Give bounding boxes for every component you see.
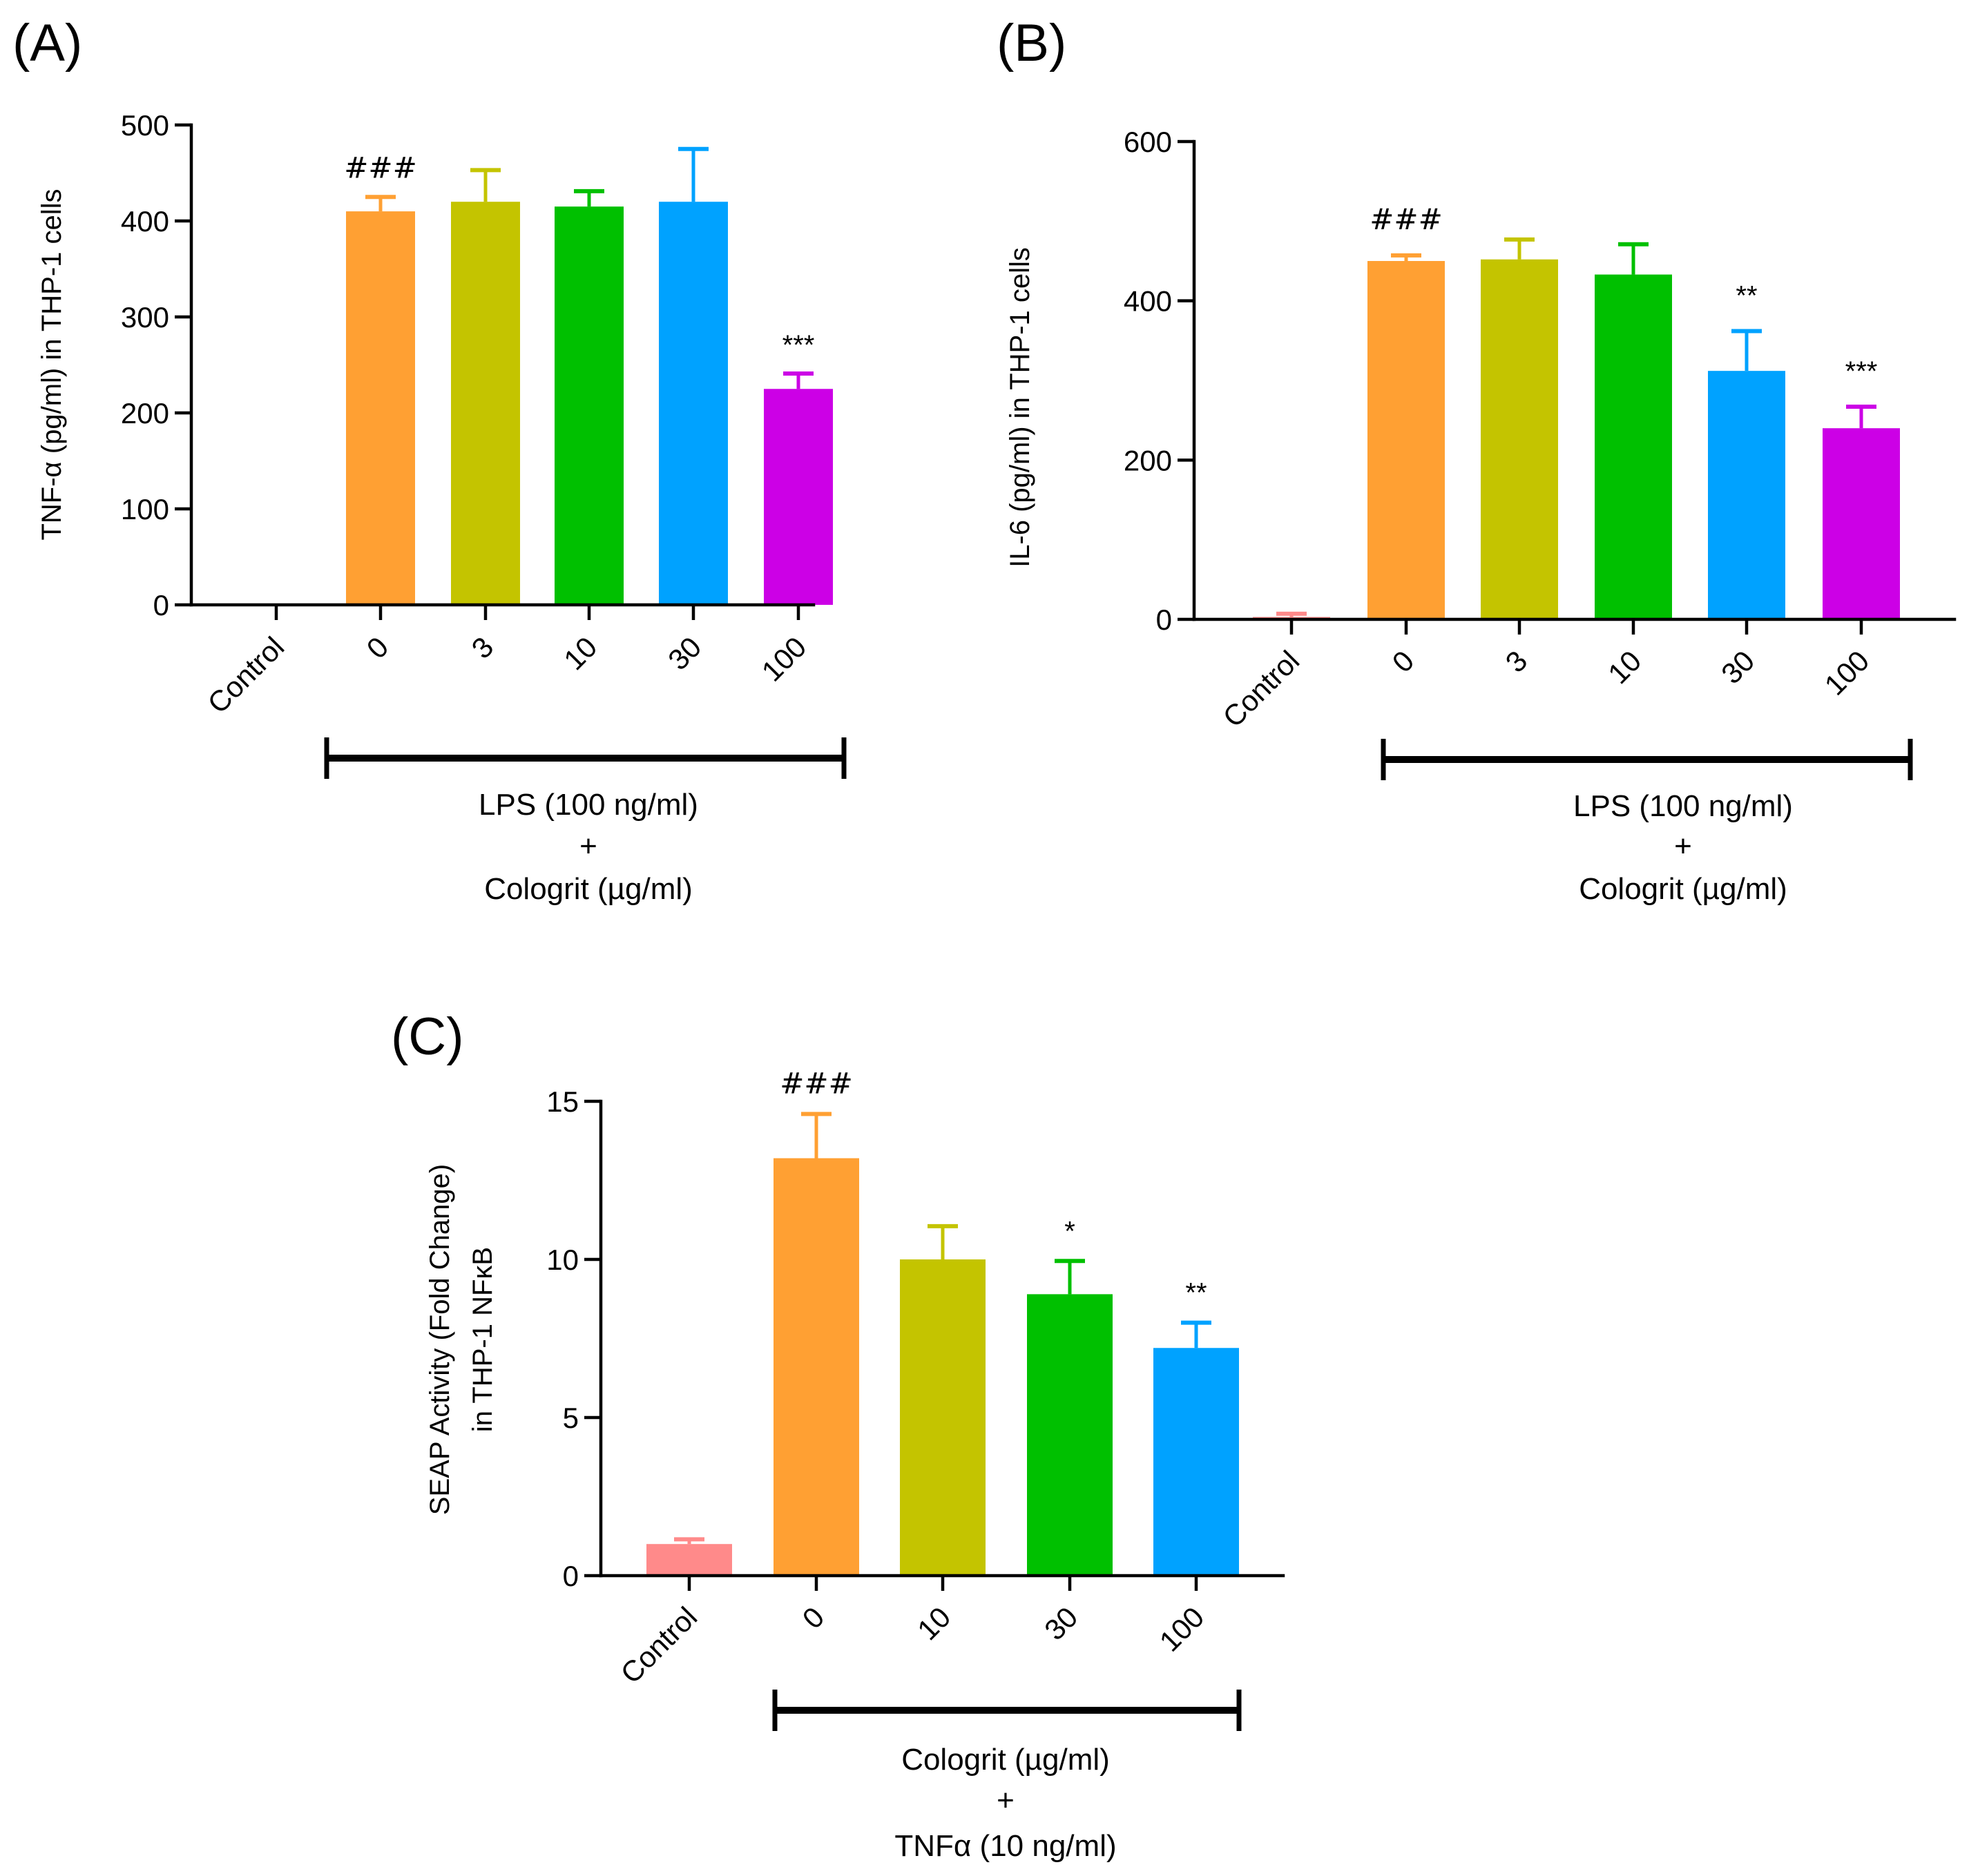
- y-tick-label: 300: [121, 301, 169, 333]
- treatment-label-line: LPS (100 ng/ml): [479, 788, 698, 822]
- x-tick-label: 0: [1386, 644, 1421, 679]
- treatment-label-line: +: [579, 829, 597, 863]
- significance-marker: ###: [780, 1066, 853, 1100]
- significance-marker: **: [1736, 280, 1757, 311]
- y-tick-label: 0: [1156, 603, 1172, 636]
- bar-100: [1153, 1348, 1239, 1576]
- bar-control: [646, 1544, 732, 1576]
- bar-100: [764, 389, 833, 605]
- y-axis-title: IL-6 (pg/ml) in THP-1 cells: [1005, 247, 1035, 568]
- x-tick-label: 100: [1153, 1601, 1211, 1658]
- bar-3: [451, 202, 520, 605]
- y-tick-label: 600: [1124, 126, 1172, 158]
- x-tick-label: 10: [911, 1601, 957, 1646]
- significance-marker: ###: [1370, 202, 1443, 236]
- significance-marker: ***: [1845, 356, 1878, 387]
- treatment-label-line: TNFα (10 ng/ml): [894, 1829, 1116, 1863]
- bar-10: [555, 206, 624, 605]
- panel-label: (B): [997, 14, 1066, 72]
- x-tick-label: 30: [1038, 1601, 1084, 1646]
- x-tick-label: 3: [1499, 644, 1534, 679]
- y-tick-label: 0: [563, 1560, 579, 1592]
- treatment-label-line: +: [997, 1783, 1015, 1817]
- x-tick-label: Control: [1216, 644, 1305, 733]
- significance-marker: **: [1185, 1278, 1207, 1308]
- x-tick-label: Control: [201, 630, 290, 719]
- y-tick-label: 400: [121, 205, 169, 238]
- bar-0: [774, 1158, 859, 1576]
- significance-marker: ***: [782, 330, 815, 360]
- x-tick-label: Control: [614, 1601, 703, 1690]
- bar-30: [659, 202, 728, 605]
- y-axis-title-line2: in THP-1 NFκB: [468, 1247, 498, 1432]
- y-tick-label: 400: [1124, 285, 1172, 318]
- x-tick-label: 100: [756, 630, 813, 688]
- panel-label: (C): [391, 1007, 464, 1066]
- bar-10: [1595, 274, 1672, 619]
- bar-30: [1708, 371, 1785, 619]
- y-axis-title: SEAP Activity (Fold Change): [425, 1164, 455, 1515]
- y-tick-label: 10: [546, 1244, 579, 1276]
- bar-0: [346, 211, 415, 606]
- x-tick-label: 3: [465, 630, 500, 665]
- bar-10: [900, 1259, 986, 1576]
- y-tick-label: 500: [121, 109, 169, 142]
- bar-30: [1027, 1294, 1113, 1576]
- y-tick-label: 15: [546, 1085, 579, 1118]
- y-tick-label: 0: [153, 589, 169, 621]
- significance-marker: *: [1064, 1216, 1075, 1246]
- x-tick-label: 30: [662, 630, 707, 676]
- x-tick-label: 10: [557, 630, 603, 676]
- x-tick-label: 0: [796, 1601, 831, 1635]
- bar-0: [1367, 261, 1445, 619]
- y-tick-label: 200: [1124, 444, 1172, 476]
- y-tick-label: 200: [121, 397, 169, 429]
- treatment-label-line: Cologrit (µg/ml): [901, 1743, 1110, 1777]
- treatment-label-line: Cologrit (µg/ml): [484, 872, 693, 906]
- treatment-label-line: LPS (100 ng/ml): [1573, 789, 1793, 823]
- significance-marker: ###: [344, 151, 417, 184]
- y-axis-title: TNF-α (pg/ml) in THP-1 cells: [37, 188, 67, 540]
- bar-3: [1481, 259, 1558, 619]
- y-tick-label: 100: [121, 493, 169, 525]
- panel-a-tnf-alpha-chart: (A) ### *** 0 100 200 300 400 500 Control 0 3 10 30 10…: [12, 14, 847, 906]
- bar-100: [1823, 428, 1900, 619]
- x-tick-label: 0: [361, 630, 395, 665]
- x-tick-label: 30: [1715, 644, 1760, 690]
- x-tick-label: 100: [1818, 644, 1876, 702]
- panel-label: (A): [12, 14, 82, 72]
- y-tick-label: 5: [563, 1402, 579, 1434]
- treatment-label-line: Cologrit (µg/ml): [1579, 872, 1787, 906]
- treatment-label-line: +: [1674, 829, 1692, 863]
- x-tick-label: 10: [1602, 644, 1647, 690]
